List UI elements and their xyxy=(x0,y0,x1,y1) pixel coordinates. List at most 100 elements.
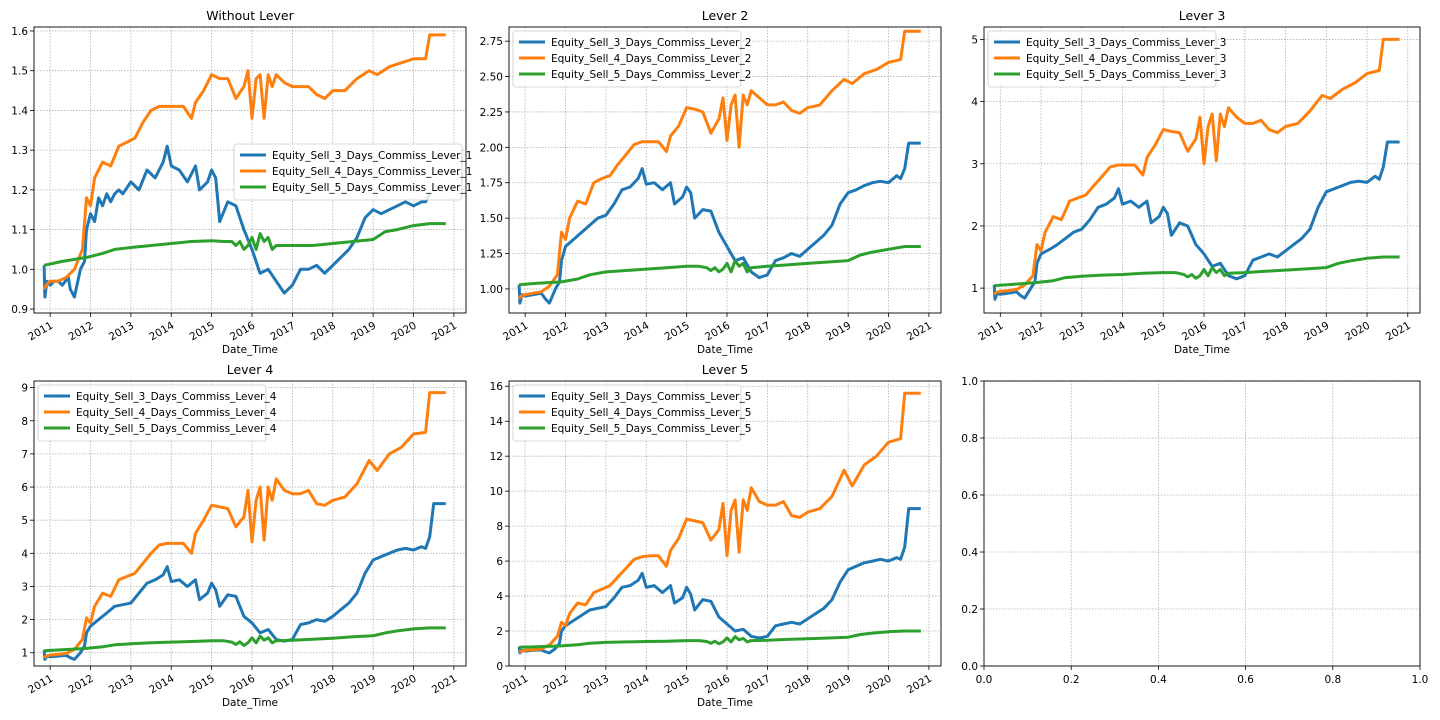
y-tick-label: 0.9 xyxy=(11,304,28,316)
legend-label-3: Equity_Sell_5_Days_Commiss_Lever_3 xyxy=(1026,69,1226,81)
x-tick-label: 2014 xyxy=(147,672,176,696)
x-tick-label: 2018 xyxy=(1262,320,1291,344)
subplot-4: 2011 2012 2013 2014 2015 2016 2017 2018 2019 2020… xyxy=(21,362,467,709)
y-tick-label: 1.25 xyxy=(480,249,503,261)
y-tick-label: 16 xyxy=(490,381,504,393)
legend-label-3: Equity_Sell_5_Days_Commiss_Lever_5 xyxy=(551,423,751,435)
series-line-1 xyxy=(42,144,432,299)
series-line-2 xyxy=(43,391,446,659)
x-tick-label: 2020 xyxy=(390,673,419,697)
y-tick-label: 2.00 xyxy=(480,142,503,154)
x-tick-label: 2012 xyxy=(542,320,571,344)
y-tick-label: 2.50 xyxy=(480,72,503,84)
axes-frame xyxy=(33,380,467,667)
series-line-3 xyxy=(44,626,446,653)
x-tick-label: 2011 xyxy=(501,673,530,697)
y-tick-label: 4 xyxy=(496,591,503,603)
y-tick-label: 2 xyxy=(21,615,28,627)
legend-label-2: Equity_Sell_4_Days_Commiss_Lever_4 xyxy=(76,407,277,419)
y-tick-label: 1.1 xyxy=(11,225,28,237)
subplot-5: 2011 2012 2013 2014 2015 2016 2017 2018 2019 2020… xyxy=(490,362,942,709)
legend-box xyxy=(233,143,463,201)
x-tick-label: 2019 xyxy=(824,320,853,344)
legend-label-3: Equity_Sell_5_Days_Commiss_Lever_1 xyxy=(272,182,472,194)
x-tick-label: 0.6 xyxy=(1237,674,1254,686)
legend-label-2: Equity_Sell_4_Days_Commiss_Lever_1 xyxy=(272,166,472,178)
x-axis-label: Date_Time xyxy=(1174,344,1230,356)
legend-label-2: Equity_Sell_4_Days_Commiss_Lever_5 xyxy=(551,407,751,419)
legend-label-2: Equity_Sell_4_Days_Commiss_Lever_2 xyxy=(551,53,751,65)
y-tick-label: 0.6 xyxy=(961,490,978,502)
x-tick-label: 2015 xyxy=(1139,320,1168,344)
x-tick-label: 2019 xyxy=(824,673,853,697)
x-tick-label: 2015 xyxy=(663,673,692,697)
y-tick-label: 1.2 xyxy=(11,185,28,197)
y-tick-label: 2 xyxy=(496,626,503,638)
axes-frame xyxy=(508,26,942,314)
legend-label-3: Equity_Sell_5_Days_Commiss_Lever_4 xyxy=(76,423,277,435)
y-tick-label: 1.50 xyxy=(480,213,503,225)
legend-label-1: Equity_Sell_3_Days_Commiss_Lever_1 xyxy=(272,150,472,162)
x-tick-label: 2017 xyxy=(743,673,772,697)
legend-label-3: Equity_Sell_5_Days_Commiss_Lever_2 xyxy=(551,69,751,81)
y-tick-label: 1.00 xyxy=(480,284,503,296)
x-tick-label: 0.8 xyxy=(1324,674,1341,686)
y-tick-label: 6 xyxy=(21,482,28,494)
axes-frame xyxy=(33,26,467,314)
legend: Equity_Sell_3_Days_Commiss_Lever_2 Equity… xyxy=(512,30,751,88)
x-tick-label: 2015 xyxy=(188,673,217,697)
series-line-3 xyxy=(519,629,921,649)
x-axis-label: Date_Time xyxy=(697,697,753,709)
legend: Equity_Sell_3_Days_Commiss_Lever_4 Equity… xyxy=(37,384,277,442)
series-line-2 xyxy=(42,33,446,290)
x-tick-label: 2017 xyxy=(743,320,772,344)
y-tick-label: 0.8 xyxy=(961,433,978,445)
legend: Equity_Sell_3_Days_Commiss_Lever_3 Equity… xyxy=(987,30,1226,88)
y-tick-label: 3 xyxy=(971,159,978,171)
x-tick-label: 2020 xyxy=(1343,320,1372,344)
y-tick-label: 1.3 xyxy=(11,145,28,157)
y-tick-label: 4 xyxy=(21,548,28,560)
legend-box xyxy=(37,384,267,442)
y-tick-label: 1.75 xyxy=(480,178,503,190)
axes-frame xyxy=(983,380,1421,667)
series-line-2 xyxy=(517,29,921,300)
x-tick-label: 2013 xyxy=(107,320,136,344)
y-tick-label: 1.0 xyxy=(961,376,978,388)
subplot-title: Without Lever xyxy=(206,8,294,23)
y-tick-label: 14 xyxy=(490,416,504,428)
series-line-3 xyxy=(518,245,921,287)
x-tick-label: 2014 xyxy=(622,672,651,696)
axes-frame xyxy=(983,26,1421,314)
x-tick-label: 0.4 xyxy=(1150,674,1167,686)
y-tick-label: 5 xyxy=(971,34,978,46)
x-tick-label: 2012 xyxy=(1017,320,1046,344)
x-tick-label: 2014 xyxy=(1099,319,1128,343)
x-tick-label: 2020 xyxy=(390,320,419,344)
x-axis-label: Date_Time xyxy=(222,697,278,709)
x-tick-label: 2018 xyxy=(784,673,813,697)
x-tick-label: 2021 xyxy=(430,320,459,344)
x-tick-label: 2019 xyxy=(349,673,378,697)
x-tick-label: 2011 xyxy=(976,320,1005,344)
subplot-6: 0.0 0.2 0.4 0.6 0.8 1.0 0.0 0.2 0.4 0.6 0.8 1.0 xyxy=(961,376,1428,686)
y-tick-label: 12 xyxy=(490,451,503,463)
y-tick-label: 1.6 xyxy=(11,26,28,38)
legend-box xyxy=(987,30,1217,88)
y-tick-label: 7 xyxy=(21,449,28,461)
x-tick-label: 2021 xyxy=(905,673,934,697)
y-tick-label: 8 xyxy=(21,416,28,428)
y-tick-label: 1.0 xyxy=(11,264,28,276)
x-tick-label: 2013 xyxy=(582,320,611,344)
x-tick-label: 2015 xyxy=(188,320,217,344)
series-line-2 xyxy=(993,37,1400,296)
y-tick-label: 3 xyxy=(21,581,28,593)
legend-label-2: Equity_Sell_4_Days_Commiss_Lever_3 xyxy=(1026,53,1226,65)
x-tick-label: 2020 xyxy=(865,673,894,697)
subplot-title: Lever 4 xyxy=(227,362,274,377)
legend-label-1: Equity_Sell_3_Days_Commiss_Lever_4 xyxy=(76,391,277,403)
y-tick-label: 6 xyxy=(496,556,503,568)
x-tick-label: 2015 xyxy=(663,320,692,344)
y-tick-label: 8 xyxy=(496,521,503,533)
x-tick-label: 2012 xyxy=(67,320,96,344)
